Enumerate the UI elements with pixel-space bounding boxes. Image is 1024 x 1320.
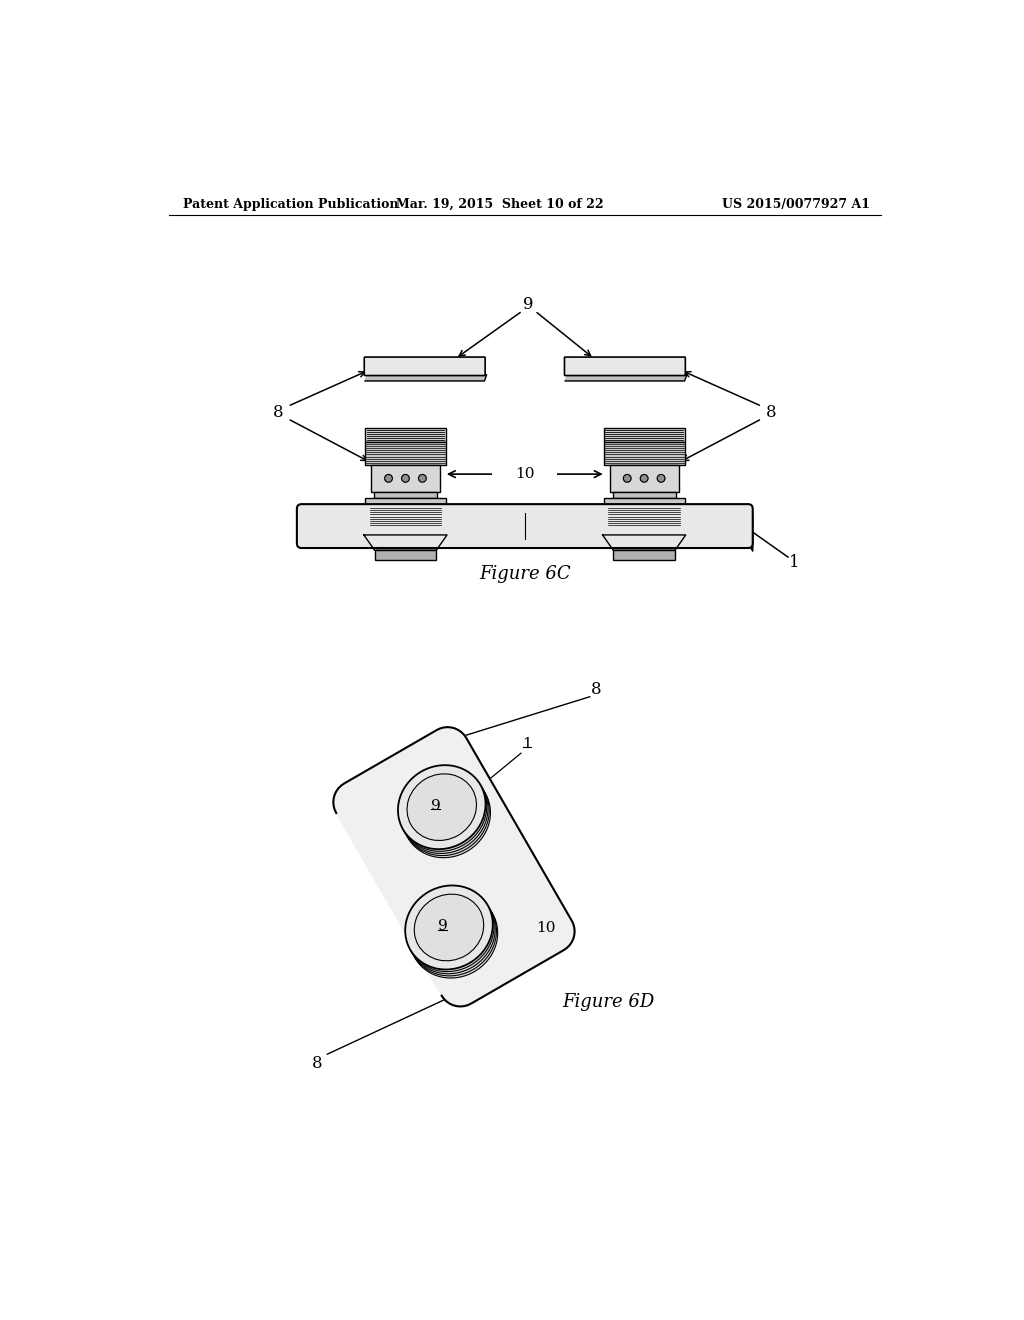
Text: Mar. 19, 2015  Sheet 10 of 22: Mar. 19, 2015 Sheet 10 of 22 — [396, 198, 604, 211]
Text: 8: 8 — [766, 404, 776, 421]
Text: Figure 6C: Figure 6C — [479, 565, 570, 583]
Polygon shape — [365, 375, 486, 381]
Bar — [365, 428, 445, 442]
Ellipse shape — [407, 887, 494, 972]
Ellipse shape — [408, 890, 496, 974]
Circle shape — [419, 474, 426, 482]
Bar — [365, 498, 445, 506]
Circle shape — [401, 474, 410, 482]
Ellipse shape — [409, 892, 497, 975]
Bar — [374, 492, 437, 498]
Polygon shape — [364, 535, 447, 550]
Circle shape — [657, 474, 665, 482]
Text: Figure 6D: Figure 6D — [562, 993, 654, 1011]
Text: Patent Application Publication: Patent Application Publication — [183, 198, 398, 211]
Text: 8: 8 — [273, 404, 284, 421]
Bar — [609, 465, 679, 492]
FancyBboxPatch shape — [365, 358, 485, 376]
Text: 9: 9 — [523, 296, 534, 313]
Polygon shape — [333, 727, 574, 1006]
Bar — [612, 492, 676, 498]
Text: 8: 8 — [591, 681, 602, 698]
Polygon shape — [749, 508, 753, 552]
Circle shape — [640, 474, 648, 482]
Ellipse shape — [401, 772, 489, 855]
Ellipse shape — [398, 766, 485, 849]
Text: 9: 9 — [438, 919, 447, 933]
Bar — [364, 529, 447, 535]
Bar — [365, 442, 445, 465]
Ellipse shape — [407, 774, 476, 841]
Text: 8: 8 — [311, 1055, 323, 1072]
Ellipse shape — [400, 770, 488, 854]
Circle shape — [385, 474, 392, 482]
Ellipse shape — [410, 894, 498, 978]
Bar — [369, 506, 442, 529]
Bar — [602, 529, 686, 535]
Text: 10: 10 — [537, 921, 556, 936]
Bar — [375, 550, 436, 560]
Text: 10: 10 — [515, 467, 535, 480]
Text: 9: 9 — [431, 799, 440, 813]
FancyBboxPatch shape — [564, 358, 685, 376]
Bar — [604, 442, 685, 465]
Text: US 2015/0077927 A1: US 2015/0077927 A1 — [722, 198, 869, 211]
Bar — [607, 506, 681, 529]
Text: 1: 1 — [522, 737, 532, 751]
Polygon shape — [602, 535, 686, 550]
Bar — [371, 465, 440, 492]
Polygon shape — [565, 375, 687, 381]
Text: 1: 1 — [788, 554, 800, 572]
FancyBboxPatch shape — [297, 504, 753, 548]
Circle shape — [624, 474, 631, 482]
Ellipse shape — [406, 886, 493, 969]
Ellipse shape — [415, 894, 483, 961]
Ellipse shape — [402, 774, 490, 858]
Bar — [604, 498, 685, 506]
Bar — [613, 550, 675, 560]
Bar — [604, 428, 685, 442]
Ellipse shape — [399, 767, 486, 851]
